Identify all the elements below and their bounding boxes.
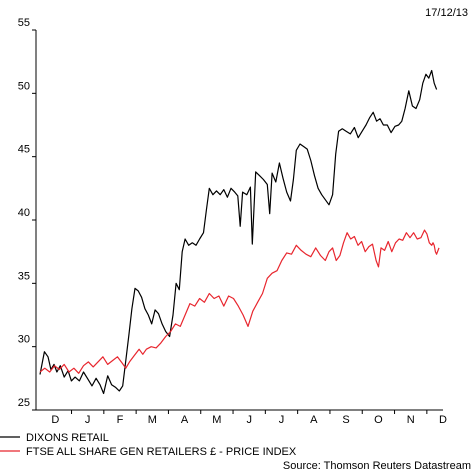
x-tick-label: M <box>148 414 157 426</box>
x-tick-label: A <box>310 414 318 426</box>
x-tick-label: F <box>117 414 124 426</box>
chart-date: 17/12/13 <box>425 7 468 19</box>
x-tick-label: D <box>51 414 59 426</box>
y-tick-label: 55 <box>18 17 30 29</box>
legend-label-2: FTSE ALL SHARE GEN RETAILERS £ - PRICE I… <box>26 446 297 458</box>
x-tick-label: S <box>342 414 349 426</box>
y-tick-label: 50 <box>18 80 30 92</box>
series-line-2 <box>39 229 440 374</box>
x-tick-label: J <box>246 414 252 426</box>
legend: DIXONS RETAIL FTSE ALL SHARE GEN RETAILER… <box>0 432 297 458</box>
x-tick-label: A <box>181 414 189 426</box>
legend-label-1: DIXONS RETAIL <box>26 432 109 444</box>
x-tick-label: O <box>374 414 383 426</box>
y-axis: 25 30 35 40 45 50 55 <box>18 17 37 411</box>
x-tick-label: D <box>439 414 447 426</box>
x-tick-label: J <box>279 414 285 426</box>
series-layer <box>39 69 440 395</box>
y-tick-label: 45 <box>18 144 30 156</box>
source-note: Source: Thomson Reuters Datastream <box>283 460 471 472</box>
y-tick-label: 35 <box>18 270 30 282</box>
y-tick-label: 40 <box>18 207 30 219</box>
series-line-1 <box>39 69 438 395</box>
x-tick-label: N <box>407 414 415 426</box>
y-tick-label: 25 <box>18 397 30 409</box>
y-tick-label: 30 <box>18 334 30 346</box>
x-tick-label: J <box>85 414 91 426</box>
x-tick-label: M <box>212 414 221 426</box>
